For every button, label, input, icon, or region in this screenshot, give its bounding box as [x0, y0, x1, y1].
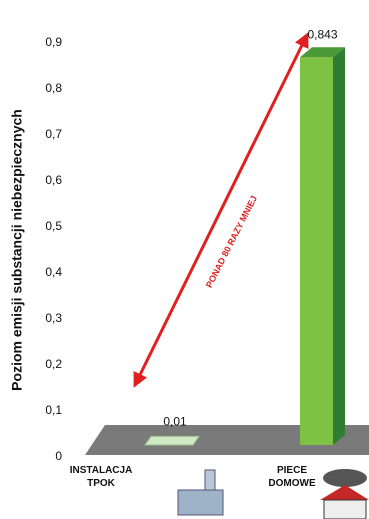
y-tick-label: 0,3: [45, 311, 62, 325]
y-tick-label: 0,9: [45, 35, 62, 49]
floor: [85, 425, 369, 455]
y-tick-label: 0,7: [45, 127, 62, 141]
house-icon: [320, 469, 369, 519]
y-tick-label: 0,2: [45, 357, 62, 371]
bar: [144, 435, 200, 446]
y-axis-label: Poziom emisji substancji niebezpiecznych: [9, 109, 25, 391]
y-tick-label: 0,5: [45, 219, 62, 233]
bar: [300, 57, 333, 445]
y-tick-label: 0,6: [45, 173, 62, 187]
value-label: 0,01: [163, 415, 187, 429]
annotation: PONAD 80 RAZY MNIEJ: [204, 194, 259, 289]
y-tick-label: 0,8: [45, 81, 62, 95]
factory-icon: [177, 469, 224, 516]
arrow: [133, 32, 309, 388]
bar-side: [333, 47, 345, 445]
x-tick-label: PIECE DOMOWE: [268, 465, 316, 489]
y-tick-label: 0: [55, 449, 62, 463]
y-tick-label: 0,1: [45, 403, 62, 417]
y-tick-label: 0,4: [45, 265, 62, 279]
bar-top: [300, 47, 345, 58]
x-tick-label: INSTALACJA TPOK: [70, 465, 133, 489]
value-label: 0,843: [307, 27, 337, 41]
